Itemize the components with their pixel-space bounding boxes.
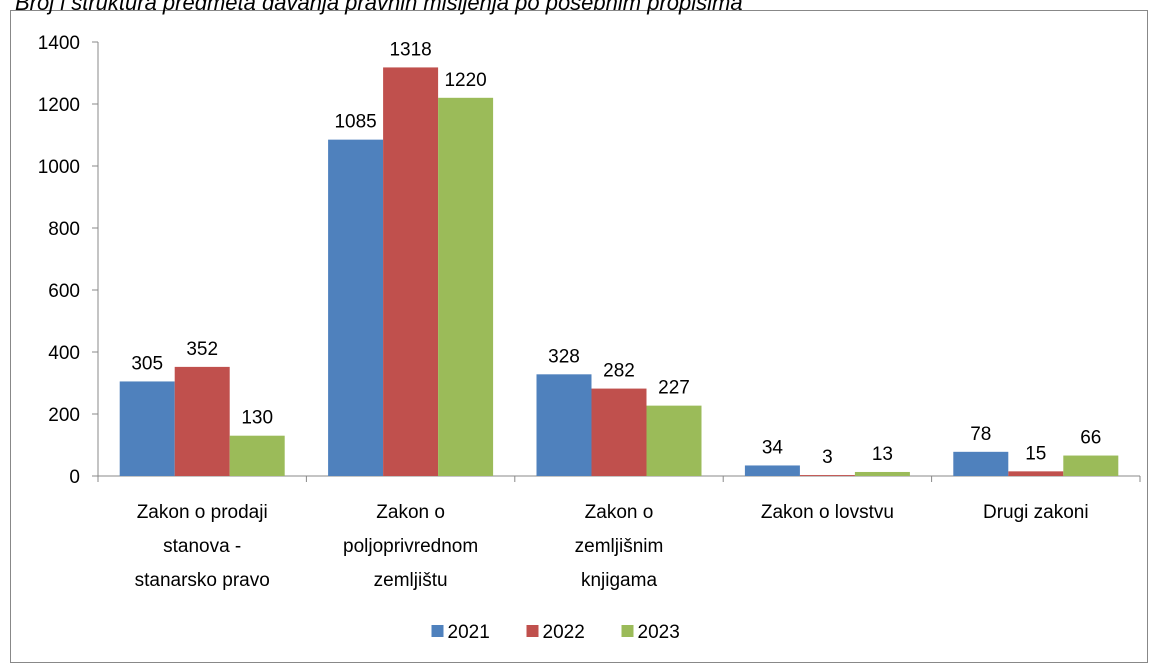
legend-label: 2022 <box>543 622 585 643</box>
x-tick-label-line: Drugi zakoni <box>983 502 1089 523</box>
value-label: 15 <box>1025 443 1046 464</box>
x-tick-label-line: zemljišnim <box>575 536 664 557</box>
bar <box>854 471 910 476</box>
bar <box>536 374 592 476</box>
legend-swatch <box>526 625 539 637</box>
value-label: 1085 <box>334 112 376 133</box>
y-tick-label: 0 <box>69 467 80 488</box>
value-label: 328 <box>548 346 580 367</box>
x-tick-label: Zakon o lovstvu <box>761 502 894 523</box>
x-tick-label-line: stanova - <box>163 536 241 557</box>
value-label: 66 <box>1080 428 1101 449</box>
x-tick-label: Zakon o poljoprivrednom zemljištu <box>343 502 478 591</box>
legend-label: 2023 <box>638 622 680 643</box>
bar <box>1008 471 1064 476</box>
x-tick-label: Drugi zakoni <box>983 502 1089 523</box>
value-label: 78 <box>970 424 991 445</box>
chart-border <box>10 10 1148 663</box>
value-label: 305 <box>131 353 163 374</box>
y-tick-label: 1400 <box>38 33 80 54</box>
bar <box>744 465 800 476</box>
legend-swatch <box>621 625 634 637</box>
chart-title: Broj i struktura predmeta davanja pravni… <box>15 0 743 15</box>
y-tick-label: 1000 <box>38 157 80 178</box>
y-tick-label: 400 <box>48 343 80 364</box>
y-tick-label: 1200 <box>38 95 80 116</box>
x-tick-label-line: Zakon o <box>585 502 654 523</box>
x-tick-label-line: Zakon o prodaji <box>137 502 268 523</box>
y-tick-label: 600 <box>48 281 80 302</box>
x-tick-label: Zakon o zemljišnim knjigama <box>575 502 664 591</box>
legend-swatch <box>431 625 444 637</box>
bar <box>229 435 285 476</box>
x-tick-label-line: stanarsko pravo <box>135 570 270 591</box>
x-tick-label-line: knjigama <box>581 570 657 591</box>
value-label: 1318 <box>389 39 431 60</box>
value-label: 130 <box>241 408 273 429</box>
bar <box>438 97 494 477</box>
value-label: 13 <box>872 444 893 465</box>
x-tick-label-line: poljoprivrednom <box>343 536 478 557</box>
x-tick-label-line: Zakon o <box>376 502 445 523</box>
value-label: 282 <box>603 361 635 382</box>
legend-label: 2021 <box>448 622 490 643</box>
bar <box>953 451 1009 476</box>
bar <box>174 366 230 476</box>
value-label: 3 <box>822 447 833 468</box>
bar <box>383 67 439 477</box>
bar <box>328 139 384 476</box>
x-tick-label-line: zemljištu <box>374 570 448 591</box>
bar <box>799 475 855 476</box>
value-label: 227 <box>658 378 690 399</box>
y-tick-label: 800 <box>48 219 80 240</box>
value-label: 1220 <box>444 70 486 91</box>
x-tick-label-line: Zakon o lovstvu <box>761 502 894 523</box>
value-label: 34 <box>762 437 784 458</box>
bar <box>591 388 647 476</box>
value-label: 352 <box>186 339 218 360</box>
bar <box>119 381 175 476</box>
title-background <box>0 0 1149 9</box>
bar <box>1063 455 1119 476</box>
y-tick-label: 200 <box>48 405 80 426</box>
bar <box>646 405 702 476</box>
x-tick-label: Zakon o prodaji stanova - stanarsko pravo <box>135 502 270 591</box>
